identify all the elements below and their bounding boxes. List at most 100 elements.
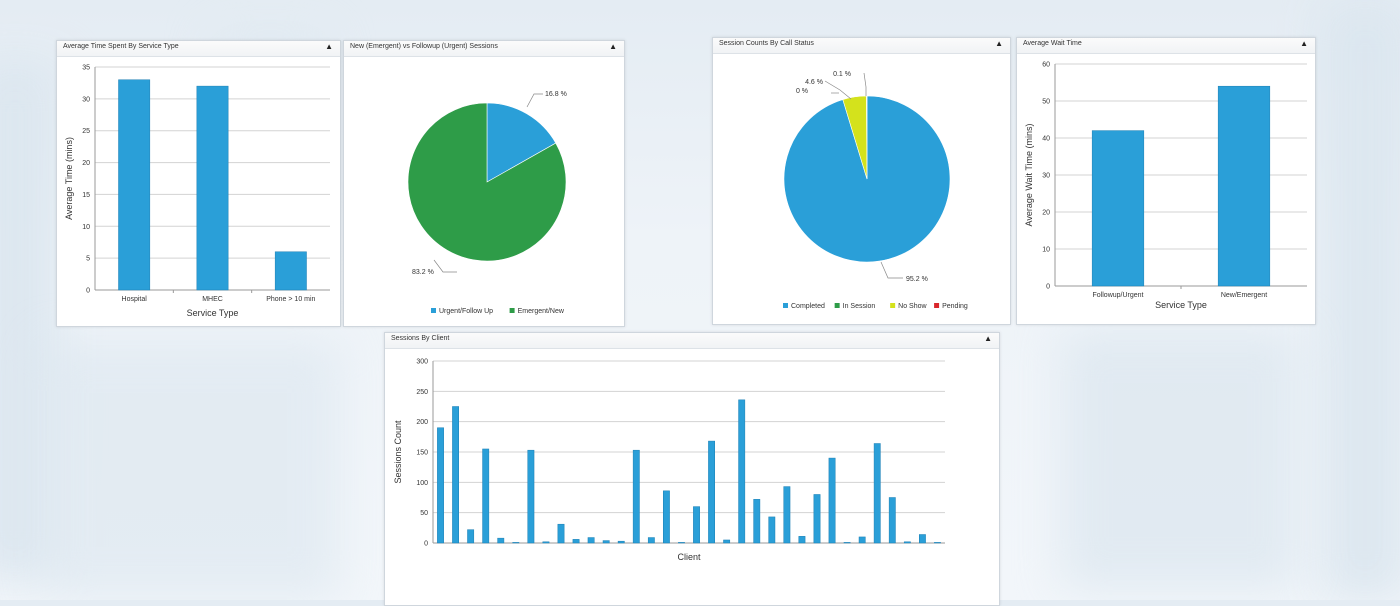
legend-swatch	[834, 303, 840, 308]
y-axis-title: Average Wait Time (mins)	[1024, 123, 1034, 226]
legend-swatch	[431, 308, 436, 313]
slice-label: 0 %	[796, 88, 808, 95]
legend-label: Pending	[942, 303, 968, 310]
y-tick-label: 0	[424, 541, 428, 548]
y-tick-label: 50	[420, 510, 428, 517]
y-tick-label: 30	[1042, 173, 1050, 180]
pie-slice	[866, 95, 868, 180]
y-axis-title: Sessions Count	[393, 420, 403, 484]
y-tick-label: 300	[416, 359, 428, 366]
legend-swatch	[934, 303, 940, 308]
bar	[783, 486, 791, 544]
widget-title: New (Emergent) vs Followup (Urgent) Sess…	[350, 43, 498, 50]
x-axis-title: Client	[677, 552, 701, 562]
pie-slice	[407, 102, 567, 262]
widget-average-wait: Average Wait Time ▲ 0 10 20 30 40 50 60 Followu…	[1016, 37, 1316, 325]
y-tick-label: 200	[416, 419, 428, 426]
bar	[1217, 85, 1271, 287]
y-tick-label: 25	[82, 128, 90, 135]
legend-label: Completed	[791, 303, 825, 310]
bar	[512, 542, 520, 544]
slice-leader-line	[880, 261, 903, 279]
legend-swatch	[890, 303, 896, 308]
collapse-toggle-icon[interactable]: ▲	[984, 334, 992, 343]
widget-call-status: Session Counts By Call Status ▲ 0.1 % 4.6…	[712, 37, 1011, 325]
bar	[753, 499, 761, 544]
bar	[274, 251, 307, 291]
bar	[708, 440, 716, 544]
bar	[118, 79, 151, 291]
y-tick-label: 10	[1042, 247, 1050, 254]
bar	[527, 449, 535, 544]
y-tick-label: 150	[416, 450, 428, 457]
collapse-toggle-icon[interactable]: ▲	[325, 42, 333, 51]
bar	[934, 542, 941, 544]
x-tick-label: New/Emergent	[1221, 292, 1267, 299]
chart-average-time: 0 5 10 15 20 25 30 35 Hospital MHEC Phone > 10 min…	[64, 65, 330, 318]
widget-header: Average Wait Time ▲	[1017, 38, 1315, 54]
legend-label: No Show	[898, 303, 927, 310]
slice-label: 0.1 %	[833, 71, 851, 78]
bar	[467, 529, 475, 544]
slice-leader-line	[863, 72, 867, 96]
widget-title: Sessions By Client	[391, 335, 450, 342]
bar	[768, 516, 776, 544]
collapse-toggle-icon[interactable]: ▲	[609, 42, 617, 51]
slice-label: 16.8 %	[545, 91, 567, 98]
bar	[602, 540, 610, 544]
bar	[828, 457, 836, 544]
y-tick-label: 30	[82, 96, 90, 103]
widget-header: Average Time Spent By Service Type ▲	[57, 41, 340, 57]
bar	[482, 448, 490, 544]
chart-new-vs-followup: 16.8 % 83.2 % Urgent/Follow Up Emergent/New	[407, 91, 567, 315]
collapse-toggle-icon[interactable]: ▲	[995, 39, 1003, 48]
bar	[738, 399, 746, 544]
widget-title: Average Wait Time	[1023, 40, 1082, 47]
bar	[873, 443, 881, 544]
legend-label: Urgent/Follow Up	[439, 308, 493, 315]
legend-label: Emergent/New	[518, 308, 565, 315]
x-axis-title: Service Type	[187, 308, 239, 318]
legend-label: In Session	[843, 303, 876, 310]
bar	[798, 536, 806, 544]
widget-new-vs-followup: New (Emergent) vs Followup (Urgent) Sess…	[343, 40, 625, 327]
slice-leader-line	[526, 93, 543, 108]
widget-title: Session Counts By Call Status	[719, 40, 814, 47]
pie-slice	[486, 102, 557, 183]
bar	[617, 540, 625, 544]
bar	[662, 490, 670, 544]
y-axis-title: Average Time (mins)	[64, 137, 74, 220]
slice-label: 4.6 %	[805, 79, 823, 86]
widget-average-time: Average Time Spent By Service Type ▲ 0 5 1…	[56, 40, 341, 327]
bar	[542, 541, 550, 544]
bar	[888, 497, 896, 544]
bar	[813, 494, 821, 544]
slice-leader-line	[824, 80, 852, 100]
collapse-toggle-icon[interactable]: ▲	[1300, 39, 1308, 48]
x-axis-title: Service Type	[1155, 300, 1207, 310]
chart-call-status: 0.1 % 4.6 % 0 % 95.2 % Completed In Session No…	[783, 71, 968, 310]
x-tick-label: Followup/Urgent	[1093, 292, 1144, 299]
bar	[437, 427, 444, 544]
y-tick-label: 0	[86, 288, 90, 295]
y-tick-label: 40	[1042, 136, 1050, 143]
chart-average-wait: 0 10 20 30 40 50 60 Followup/Urgent New/Emergent…	[1024, 62, 1307, 310]
y-tick-label: 0	[1046, 284, 1050, 291]
legend-swatch	[783, 303, 788, 308]
bar	[557, 523, 565, 544]
widget-header: Sessions By Client ▲	[385, 333, 999, 349]
bar	[452, 406, 460, 544]
bar	[693, 506, 700, 544]
y-tick-label: 15	[82, 192, 90, 199]
bar	[572, 539, 580, 544]
widget-title: Average Time Spent By Service Type	[63, 43, 179, 50]
y-tick-label: 5	[86, 256, 90, 263]
slice-leader-line	[433, 259, 457, 273]
chart-sessions-by-client: 0 50 100 150 200 250 300 Client Sessions Count	[393, 359, 945, 562]
widget-sessions-by-client: Sessions By Client ▲ 0 50 100 150 200 250 300 C…	[384, 332, 1000, 606]
y-tick-label: 35	[82, 65, 90, 72]
y-tick-label: 60	[1042, 62, 1050, 69]
y-tick-label: 50	[1042, 99, 1050, 106]
slice-label: 95.2 %	[906, 276, 928, 283]
y-tick-label: 100	[416, 480, 428, 487]
